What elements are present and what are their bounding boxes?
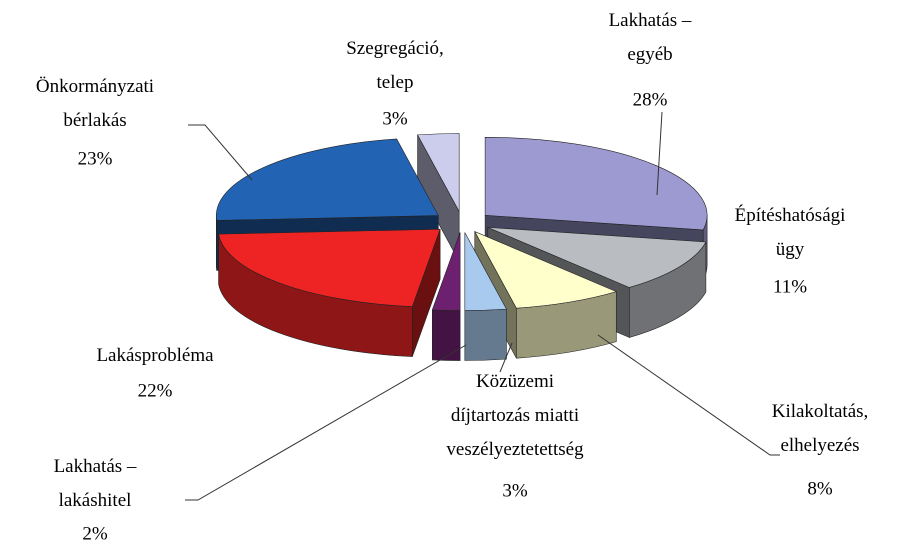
slice-label: Lakásprobléma bbox=[96, 345, 214, 366]
slice-top bbox=[417, 133, 460, 212]
value-label: 22% bbox=[138, 380, 173, 401]
leader-lines bbox=[185, 111, 780, 501]
value-label: 23% bbox=[78, 148, 113, 169]
labels: Lakhatás – egyéb 28% Építéshatósági ügy 11% Ki… bbox=[36, 10, 868, 543]
slice-top bbox=[218, 228, 441, 307]
pie bbox=[215, 133, 708, 361]
value-label: 2% bbox=[82, 523, 108, 543]
slice-label: Szegregáció, telep bbox=[346, 38, 444, 93]
slice-label: Közüzemi díjtartozás miatti veszélyeztetet… bbox=[446, 371, 584, 460]
slice bbox=[417, 133, 460, 262]
slice-label: Önkormányzati bérlakás bbox=[36, 76, 154, 131]
value-label: 11% bbox=[773, 276, 807, 297]
slice bbox=[431, 232, 461, 361]
slice bbox=[464, 232, 507, 361]
value-label: 3% bbox=[502, 480, 528, 501]
leader-line bbox=[597, 334, 780, 456]
slice-label: Lakhatás – egyéb bbox=[609, 10, 692, 65]
leader-line bbox=[188, 124, 253, 181]
slice-top bbox=[464, 232, 507, 311]
slice-top bbox=[487, 227, 707, 288]
leader-line bbox=[499, 342, 513, 373]
value-label: 8% bbox=[807, 478, 833, 499]
value-label: 3% bbox=[382, 108, 408, 129]
slice-side bbox=[464, 308, 507, 361]
value-label: 28% bbox=[633, 89, 668, 110]
slice-side bbox=[431, 309, 461, 361]
leader-line bbox=[185, 344, 467, 501]
slice-label: Kilakoltatás, elhelyezés bbox=[772, 401, 869, 456]
leader-line bbox=[656, 111, 663, 196]
slice-label: Lakhatás – lakáshitel bbox=[54, 456, 137, 511]
slice-top bbox=[216, 138, 439, 221]
slice-label: Építéshatósági ügy bbox=[735, 204, 846, 260]
slice bbox=[218, 228, 441, 357]
slice-top bbox=[431, 232, 461, 311]
slice-top bbox=[474, 230, 618, 309]
slice-top bbox=[484, 136, 708, 231]
